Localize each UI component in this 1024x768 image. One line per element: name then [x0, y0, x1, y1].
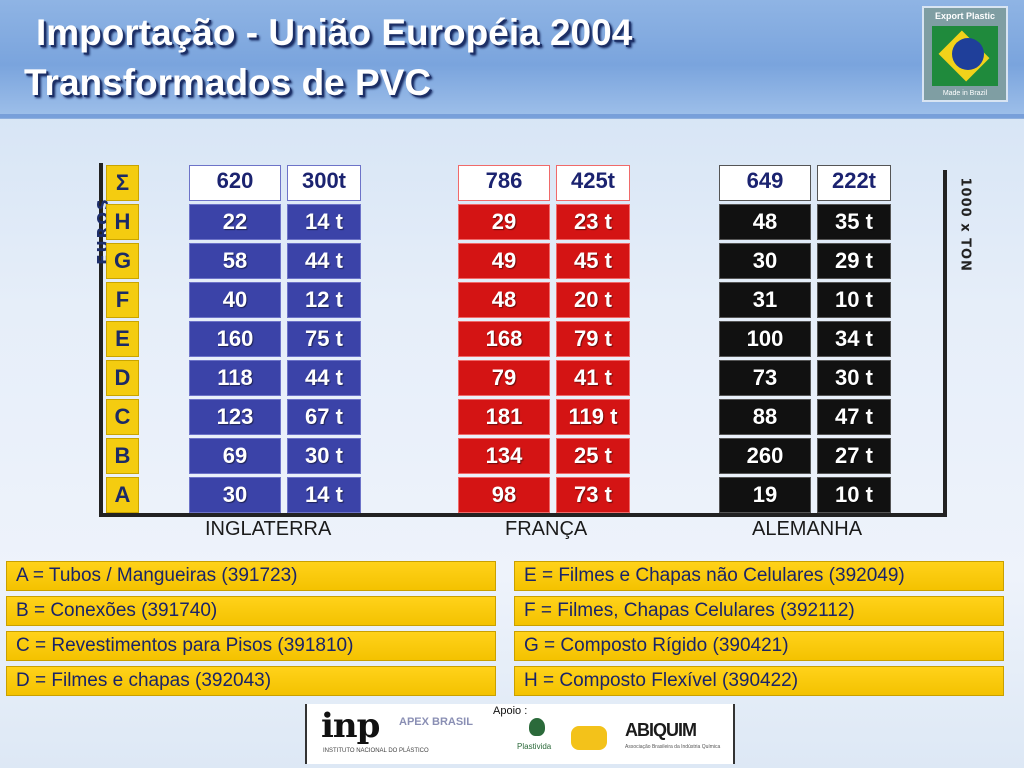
- fr-tons-a: 73 t: [556, 477, 630, 513]
- uk-euros-total: 620: [189, 165, 281, 201]
- row-label-d: D: [106, 360, 139, 396]
- de-tons-e: 34 t: [817, 321, 891, 357]
- row-label-h: H: [106, 204, 139, 240]
- fr-tons-total: 425t: [556, 165, 630, 201]
- de-euros-a: 19: [719, 477, 811, 513]
- de-tons-c: 47 t: [817, 399, 891, 435]
- fr-euros-d: 79: [458, 360, 550, 396]
- abiquim-logo: ABIQUIM: [625, 720, 697, 740]
- legend-item-b: B = Conexões (391740): [6, 596, 496, 626]
- de-tons-b: 27 t: [817, 438, 891, 474]
- fr-euros-f: 48: [458, 282, 550, 318]
- de-euros-total: 649: [719, 165, 811, 201]
- de-tons-f: 10 t: [817, 282, 891, 318]
- row-label-c: C: [106, 399, 139, 435]
- chart-right-axis: [943, 170, 947, 517]
- fr-euros-c: 181: [458, 399, 550, 435]
- fr-tons-h: 23 t: [556, 204, 630, 240]
- title-line-1: Importação - União Européia 2004: [36, 12, 633, 53]
- uk-euros-e: 160: [189, 321, 281, 357]
- fr-euros-e: 168: [458, 321, 550, 357]
- apex-logo: APEX BRASIL: [399, 716, 473, 728]
- sponsor-badge-icon: [571, 726, 607, 750]
- chart-bottom-axis: [99, 513, 947, 517]
- uk-tons-f: 12 t: [287, 282, 361, 318]
- abiquim-subtitle: Associação Brasileira da Indústria Quími…: [625, 744, 721, 750]
- de-euros-e: 100: [719, 321, 811, 357]
- uk-euros-b: 69: [189, 438, 281, 474]
- sponsor-strip: inp INSTITUTO NACIONAL DO PLÁSTICO APEX …: [305, 704, 735, 764]
- uk-tons-a: 14 t: [287, 477, 361, 513]
- uk-euros-f: 40: [189, 282, 281, 318]
- uk-tons-e: 75 t: [287, 321, 361, 357]
- fr-euros-total: 786: [458, 165, 550, 201]
- row-label-a: A: [106, 477, 139, 513]
- fr-euros-h: 29: [458, 204, 550, 240]
- uk-euros-g: 58: [189, 243, 281, 279]
- country-label-de: ALEMANHA: [752, 518, 863, 540]
- de-tons-d: 30 t: [817, 360, 891, 396]
- uk-tons-g: 44 t: [287, 243, 361, 279]
- chart-left-axis: [99, 163, 103, 517]
- plastivida-label: Plastivida: [517, 742, 552, 751]
- row-label-total: Σ: [106, 165, 139, 201]
- fr-tons-d: 41 t: [556, 360, 630, 396]
- header: Importação - União Européia 2004 Transfo…: [0, 0, 1024, 118]
- uk-tons-h: 14 t: [287, 204, 361, 240]
- de-tons-h: 35 t: [817, 204, 891, 240]
- row-label-b: B: [106, 438, 139, 474]
- fr-euros-b: 134: [458, 438, 550, 474]
- legend-item-h: H = Composto Flexível (390422): [514, 666, 1004, 696]
- inp-subtitle: INSTITUTO NACIONAL DO PLÁSTICO: [323, 748, 429, 754]
- de-euros-f: 31: [719, 282, 811, 318]
- apoio-label: Apoio :: [493, 705, 528, 717]
- row-label-e: E: [106, 321, 139, 357]
- header-divider: [0, 114, 1024, 119]
- fr-tons-g: 45 t: [556, 243, 630, 279]
- de-euros-c: 88: [719, 399, 811, 435]
- legend-item-d: D = Filmes e chapas (392043): [6, 666, 496, 696]
- inp-logo: inp: [321, 706, 380, 746]
- row-label-g: G: [106, 243, 139, 279]
- uk-euros-a: 30: [189, 477, 281, 513]
- plastivida-icon: [529, 718, 545, 736]
- fr-tons-f: 20 t: [556, 282, 630, 318]
- title-line-2: Transformados de PVC: [24, 62, 432, 103]
- legend-item-g: G = Composto Rígido (390421): [514, 631, 1004, 661]
- fr-euros-g: 49: [458, 243, 550, 279]
- logo-text: Export Plastic: [934, 11, 996, 21]
- de-tons-total: 222t: [817, 165, 891, 201]
- legend-item-a: A = Tubos / Mangueiras (391723): [6, 561, 496, 591]
- country-label-fr: FRANÇA: [505, 518, 588, 540]
- de-euros-g: 30: [719, 243, 811, 279]
- de-euros-b: 260: [719, 438, 811, 474]
- uk-tons-b: 30 t: [287, 438, 361, 474]
- de-euros-d: 73: [719, 360, 811, 396]
- uk-euros-c: 123: [189, 399, 281, 435]
- legend-item-e: E = Filmes e Chapas não Celulares (39204…: [514, 561, 1004, 591]
- uk-tons-d: 44 t: [287, 360, 361, 396]
- fr-euros-a: 98: [458, 477, 550, 513]
- unit-label-tons: 1000 x TON: [957, 177, 973, 272]
- row-label-f: F: [106, 282, 139, 318]
- uk-tons-total: 300t: [287, 165, 361, 201]
- fr-tons-e: 79 t: [556, 321, 630, 357]
- country-label-uk: INGLATERRA: [205, 518, 332, 540]
- uk-euros-d: 118: [189, 360, 281, 396]
- uk-tons-c: 67 t: [287, 399, 361, 435]
- flag-globe-icon: [952, 38, 984, 70]
- logo-subtext: Made in Brazil: [942, 90, 988, 97]
- de-tons-a: 10 t: [817, 477, 891, 513]
- de-euros-h: 48: [719, 204, 811, 240]
- fr-tons-b: 25 t: [556, 438, 630, 474]
- uk-euros-h: 22: [189, 204, 281, 240]
- de-tons-g: 29 t: [817, 243, 891, 279]
- export-plastic-logo: Export Plastic Made in Brazil: [922, 6, 1008, 102]
- legend-item-c: C = Revestimentos para Pisos (391810): [6, 631, 496, 661]
- fr-tons-c: 119 t: [556, 399, 630, 435]
- legend-item-f: F = Filmes, Chapas Celulares (392112): [514, 596, 1004, 626]
